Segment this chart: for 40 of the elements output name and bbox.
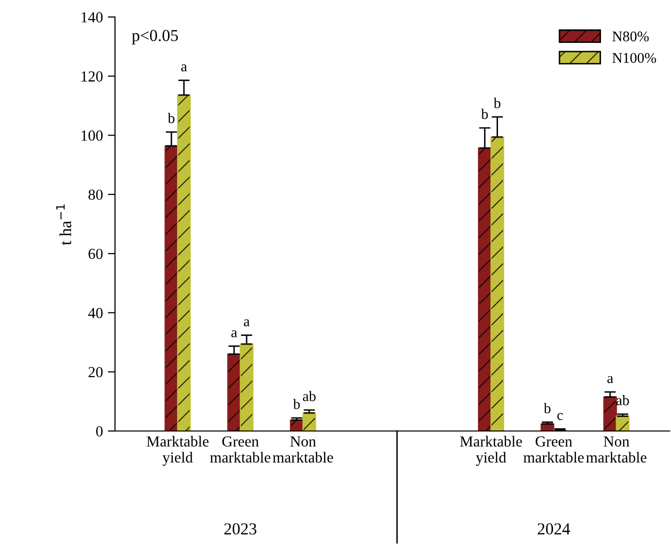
y-tick-label: 140	[82, 12, 103, 22]
x-tick-label: Non marktable	[586, 436, 646, 463]
data-label: b	[293, 398, 300, 410]
y-tick-label: 0	[96, 426, 103, 436]
bar	[302, 412, 316, 431]
bar	[240, 344, 254, 431]
data-label: a	[231, 330, 238, 338]
data-label: b	[544, 402, 551, 414]
bar	[164, 145, 178, 431]
data-label: b	[494, 98, 500, 108]
bar	[616, 416, 630, 431]
text: 2024	[538, 523, 570, 535]
bar	[490, 136, 504, 431]
data-label: a	[244, 319, 250, 326]
data-label: a	[181, 64, 187, 72]
bar	[478, 147, 492, 431]
data-label: b	[168, 112, 174, 124]
y-tick-label: 80	[88, 190, 103, 200]
text: 2023	[224, 523, 256, 535]
annotation: p<0.05	[132, 30, 178, 45]
bar	[177, 94, 191, 431]
legend-label: N100%	[612, 52, 656, 63]
x-tick-label: Green marktable	[523, 436, 584, 463]
bar	[603, 396, 617, 431]
y-tick-label: 20	[88, 367, 103, 378]
data-label: b	[481, 108, 488, 120]
data-label: a	[607, 376, 614, 384]
y-tick-label: 120	[82, 71, 103, 82]
y-axis-title: t ha$^{−1}$	[56, 204, 72, 246]
data-label: c	[557, 413, 563, 420]
legend-label: N80%	[612, 32, 649, 42]
y-tick-label: 40	[88, 308, 103, 318]
y-tick-label: 100	[82, 130, 103, 141]
x-tick-label: Marktable yield	[146, 436, 209, 466]
bar	[227, 354, 241, 431]
x-tick-label: Green marktable	[210, 436, 270, 463]
data-label: ab	[302, 390, 316, 402]
y-tick-label: 60	[88, 248, 103, 260]
x-tick-label: Non marktable	[272, 436, 334, 463]
x-tick-label: Marktable yield	[460, 436, 522, 466]
